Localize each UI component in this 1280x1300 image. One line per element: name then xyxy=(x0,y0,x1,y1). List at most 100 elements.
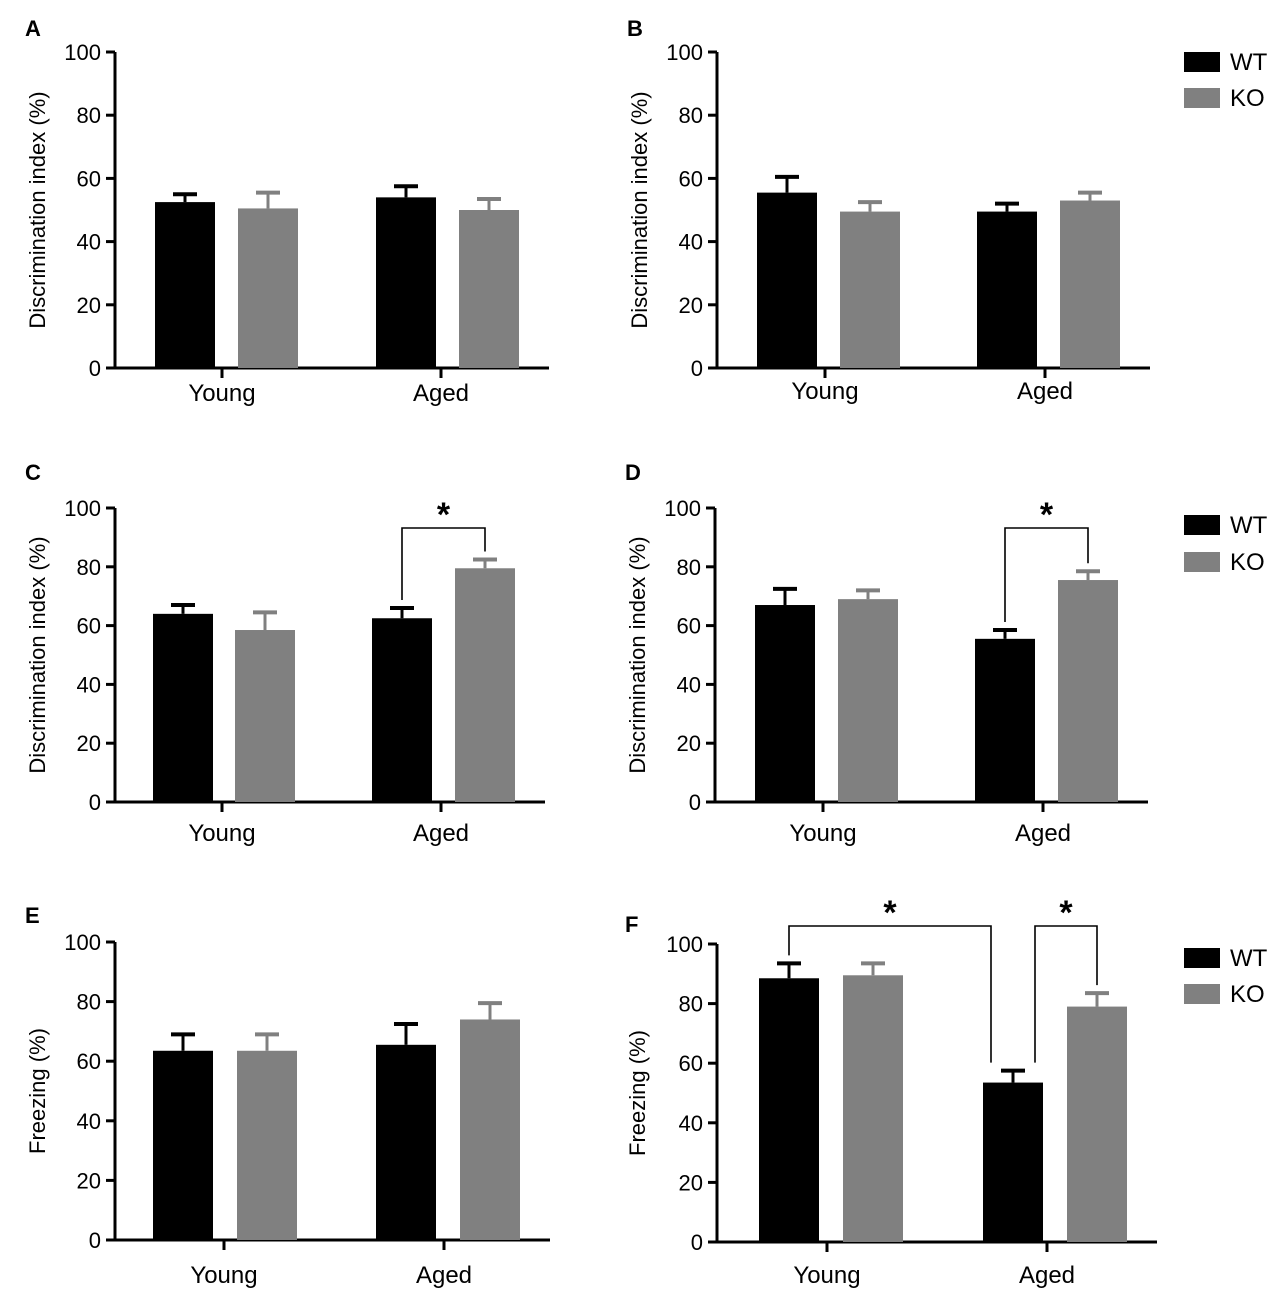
y-tick-label: 20 xyxy=(77,731,101,756)
significance-star: * xyxy=(883,894,897,932)
bar-ko-aged xyxy=(1058,580,1118,802)
y-tick-label: 0 xyxy=(689,790,701,815)
legend-label-ko: KO xyxy=(1230,981,1265,1008)
y-tick-label: 60 xyxy=(77,614,101,639)
x-tick-label: Young xyxy=(188,380,255,407)
y-tick-label: 80 xyxy=(77,103,101,128)
significance-bracket xyxy=(1004,527,1089,623)
y-tick-label: 100 xyxy=(666,932,703,957)
y-tick-label: 80 xyxy=(679,992,703,1017)
panel-b: B Discrimination index (%) 0 20 40 60 80 100 You… xyxy=(627,16,1150,405)
y-tick-label: 20 xyxy=(77,293,101,318)
y-tick-label: 40 xyxy=(77,1109,101,1134)
bar-wt-aged xyxy=(983,1082,1043,1242)
y-tick-label: 80 xyxy=(77,990,101,1015)
y-tick-label: 20 xyxy=(679,1170,703,1195)
x-tick-label: Aged xyxy=(416,1262,472,1289)
significance-star: * xyxy=(1059,894,1073,932)
x-tick-label: Aged xyxy=(1017,378,1073,405)
panel-letter: A xyxy=(25,16,41,41)
y-tick-label: 20 xyxy=(77,1168,101,1193)
x-tick-label: Aged xyxy=(413,820,469,847)
x-tick-label: Young xyxy=(190,1262,257,1289)
panel-letter: C xyxy=(25,460,41,485)
y-tick-label: 40 xyxy=(77,230,101,255)
y-axis-label: Discrimination index (%) xyxy=(25,536,50,773)
y-tick-label: 20 xyxy=(677,731,701,756)
y-tick-label: 60 xyxy=(77,166,101,191)
y-tick-label: 0 xyxy=(89,1228,101,1253)
bar-ko-young xyxy=(238,208,298,368)
y-axis-label: Discrimination index (%) xyxy=(627,91,652,328)
legend-swatch-ko xyxy=(1184,552,1220,572)
y-tick-label: 100 xyxy=(64,930,101,955)
x-tick-label: Young xyxy=(188,820,255,847)
bar-wt-aged xyxy=(977,211,1037,368)
x-tick-label: Young xyxy=(793,1262,860,1289)
significance-star: * xyxy=(437,496,451,534)
y-tick-label: 80 xyxy=(77,555,101,580)
x-tick-label: Aged xyxy=(1015,820,1071,847)
significance-bracket xyxy=(788,925,992,1063)
panel-a: A Discrimination index (%) 0 20 40 60 80 100 You… xyxy=(25,16,549,407)
bar-ko-young xyxy=(235,630,295,802)
bar-ko-young xyxy=(840,211,900,368)
bar-ko-aged xyxy=(1067,1006,1127,1242)
y-tick-label: 40 xyxy=(677,672,701,697)
x-tick-label: Aged xyxy=(413,380,469,407)
y-tick-label: 80 xyxy=(677,555,701,580)
y-tick-label: 0 xyxy=(691,1230,703,1255)
panel-letter: D xyxy=(625,460,641,485)
legend-label-ko: KO xyxy=(1230,549,1265,576)
bar-wt-aged xyxy=(975,638,1035,802)
y-tick-label: 0 xyxy=(89,790,101,815)
panel-f: F Freezing (%) 0 20 40 60 80 100 Young Aged * * xyxy=(625,894,1157,1289)
y-axis-label: Freezing (%) xyxy=(25,1028,50,1154)
y-axis-label: Discrimination index (%) xyxy=(25,91,50,328)
y-tick-label: 40 xyxy=(679,230,703,255)
y-tick-label: 0 xyxy=(691,356,703,381)
bar-ko-young xyxy=(838,599,898,802)
y-axis-label: Freezing (%) xyxy=(625,1030,650,1156)
panel-letter: B xyxy=(627,16,643,41)
y-tick-label: 60 xyxy=(679,1051,703,1076)
legend-label-wt: WT xyxy=(1230,945,1268,972)
bar-wt-aged xyxy=(376,1044,436,1240)
legend-label-wt: WT xyxy=(1230,512,1268,539)
x-tick-label: Aged xyxy=(1019,1262,1075,1289)
legend-label-wt: WT xyxy=(1230,49,1268,76)
significance-bracket xyxy=(1034,925,1098,1063)
bar-ko-aged xyxy=(460,1019,520,1240)
y-tick-label: 60 xyxy=(77,1049,101,1074)
y-tick-label: 100 xyxy=(666,40,703,65)
bar-wt-young xyxy=(757,192,817,368)
y-tick-label: 40 xyxy=(679,1111,703,1136)
significance-star: * xyxy=(1040,496,1054,534)
y-tick-label: 80 xyxy=(679,103,703,128)
legend-swatch-wt xyxy=(1184,515,1220,535)
bar-ko-aged xyxy=(459,210,519,368)
bar-ko-young xyxy=(237,1050,297,1240)
legend: WT KO xyxy=(1184,945,1268,1008)
bar-wt-young xyxy=(759,978,819,1242)
legend-swatch-wt xyxy=(1184,52,1220,72)
legend: WT KO xyxy=(1184,49,1268,112)
x-tick-label: Young xyxy=(789,820,856,847)
y-tick-label: 20 xyxy=(679,293,703,318)
y-tick-label: 100 xyxy=(664,496,701,521)
panel-e: E Freezing (%) 0 20 40 60 80 100 Young Aged xyxy=(25,903,550,1289)
bar-wt-young xyxy=(153,1050,213,1240)
x-tick-label: Young xyxy=(791,378,858,405)
bar-wt-young xyxy=(153,613,213,802)
y-tick-label: 0 xyxy=(89,356,101,381)
y-tick-label: 100 xyxy=(64,496,101,521)
y-tick-label: 100 xyxy=(64,40,101,65)
y-tick-label: 60 xyxy=(679,166,703,191)
bar-ko-aged xyxy=(455,568,515,802)
y-tick-label: 60 xyxy=(677,614,701,639)
panel-c: C Discrimination index (%) 0 20 40 60 80 100 You… xyxy=(25,460,545,847)
legend-swatch-wt xyxy=(1184,948,1220,968)
bar-ko-aged xyxy=(1060,200,1120,368)
